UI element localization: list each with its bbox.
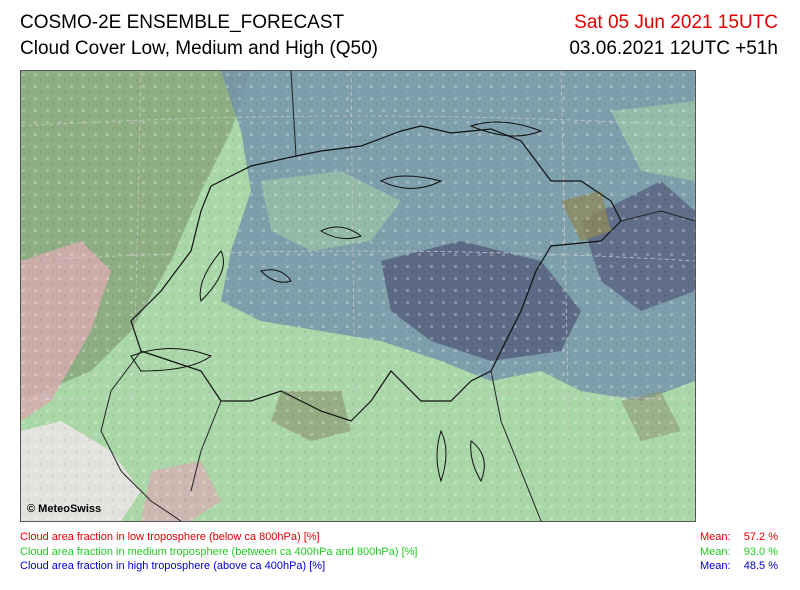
legend-medium-mean-value: 93.0 % (743, 546, 778, 558)
legend-high-mean-value: 48.5 % (743, 560, 778, 572)
lake-geneva (130, 348, 213, 372)
lake-maggiore (436, 429, 447, 483)
copyright-notice: © MeteoSwiss (27, 503, 102, 515)
chart-title: COSMO-2E ENSEMBLE_FORECAST (20, 12, 345, 33)
legend-medium-label: Cloud area fraction in medium tropospher… (20, 546, 418, 558)
chart-subtitle: Cloud Cover Low, Medium and High (Q50) (20, 38, 379, 59)
lake-neuchatel (199, 250, 224, 302)
lat-lon-grid (21, 71, 695, 521)
legend-high-label: Cloud area fraction in high troposphere … (20, 560, 326, 572)
valid-time: Sat 05 Jun 2021 15UTC (574, 12, 778, 33)
country-borders (100, 71, 695, 521)
legend-low-mean-value: 57.2 % (743, 531, 778, 543)
lake-zurich (379, 175, 443, 189)
speckle-texture (21, 71, 695, 521)
run-time: 03.06.2021 12UTC +51h (569, 38, 778, 59)
map-canvas (21, 71, 695, 521)
lakes (130, 121, 543, 483)
lake-thun (260, 269, 292, 283)
legend-low-label: Cloud area fraction in low troposphere (… (20, 531, 320, 543)
legend-low-mean-label: Mean: (700, 531, 731, 543)
lake-constance (469, 121, 543, 137)
legend-high-mean-label: Mean: (700, 560, 731, 572)
lake-como (470, 440, 485, 483)
legend-medium-mean-label: Mean: (700, 546, 731, 558)
cloud-cover-map: © MeteoSwiss (20, 70, 696, 522)
lake-lucerne (319, 226, 363, 240)
